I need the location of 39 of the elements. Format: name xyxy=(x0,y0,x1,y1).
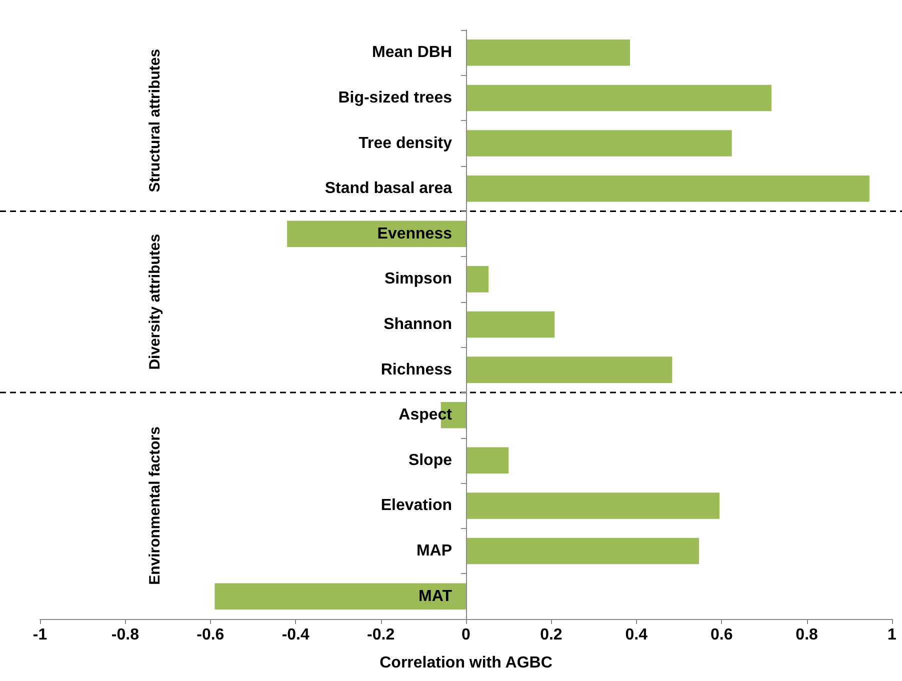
y-tick-label: Stand basal area xyxy=(324,180,452,198)
bar xyxy=(466,84,772,112)
x-tick-label: -1 xyxy=(32,626,48,644)
x-tick-label: 0.2 xyxy=(540,626,562,644)
bar xyxy=(466,447,509,474)
bar xyxy=(466,356,672,383)
y-tick-label: MAP xyxy=(416,542,452,560)
bar xyxy=(466,492,720,519)
x-tick-label: -0.4 xyxy=(282,626,310,644)
y-tick-label: Slope xyxy=(408,452,452,469)
y-tick-label: Evenness xyxy=(377,225,452,242)
x-tick-label: 0.8 xyxy=(796,626,818,644)
bar xyxy=(466,40,630,66)
x-tick-label: 1 xyxy=(888,626,897,644)
bar xyxy=(466,130,732,156)
y-tick-label: Tree density xyxy=(358,134,452,152)
y-tick-label: Simpson xyxy=(384,270,452,288)
bar xyxy=(214,583,466,610)
bar xyxy=(466,311,555,338)
annotation: Environmental factors xyxy=(146,426,164,585)
y-tick-label: MAT xyxy=(418,588,452,605)
annotation: Structural attributes xyxy=(146,48,164,192)
x-tick-label: -0.8 xyxy=(111,626,140,644)
bar xyxy=(287,220,466,248)
y-tick-label: Big-sized trees xyxy=(338,89,452,106)
y-tick-label: Shannon xyxy=(384,316,452,333)
x-tick-label: -0.2 xyxy=(367,626,395,644)
y-tick-label: Richness xyxy=(380,361,452,378)
annotation: Diversity attributes xyxy=(146,234,164,370)
bar xyxy=(466,266,489,292)
x-tick-label: 0.6 xyxy=(710,626,733,644)
bar xyxy=(466,175,870,202)
bar xyxy=(466,538,700,564)
x-axis-title: Correlation with AGBC xyxy=(380,654,553,672)
y-tick-label: Elevation xyxy=(380,497,452,514)
y-tick-label: Mean DBH xyxy=(372,44,452,62)
x-tick-label: 0.4 xyxy=(625,626,648,644)
x-tick-label: -0.6 xyxy=(196,626,224,644)
x-tick-label: 0 xyxy=(462,626,471,644)
